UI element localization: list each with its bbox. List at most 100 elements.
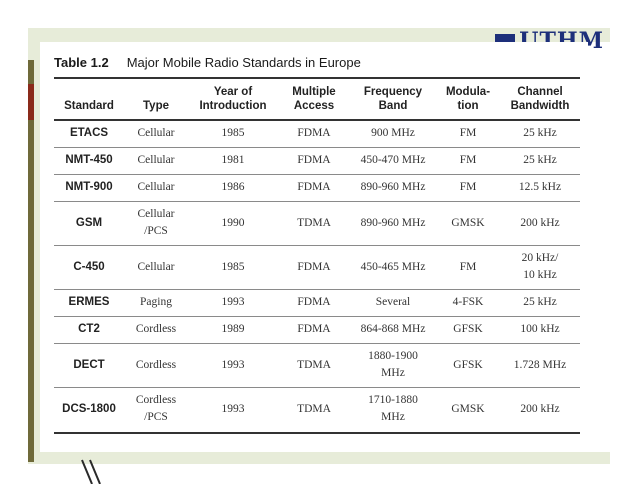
- cell-text: NMT-900: [65, 181, 113, 193]
- cell-text: Cellular: [137, 154, 175, 166]
- column-header-line: Channel: [517, 86, 563, 98]
- cell-type: Cellular: [124, 120, 188, 148]
- cell-text: 1993: [221, 358, 245, 371]
- table-caption: Table 1.2 Major Mobile Radio Standards in…: [54, 55, 574, 70]
- cell-standard: NMT-900: [54, 174, 124, 202]
- cell-multiple-access: FDMA: [278, 120, 350, 148]
- slide-accent-bar: [28, 60, 34, 462]
- cell-text: GMSK: [451, 402, 485, 415]
- table-row: ERMES Paging 1993 FDMA Several 4-FSK 25 kHz: [54, 289, 580, 317]
- cell-text: 20 kHz/ 10 kHz: [521, 252, 559, 281]
- column-header-line: Type: [143, 100, 169, 112]
- cell-channel-bandwidth: 100 kHz: [500, 316, 580, 344]
- cell-frequency-band: 1880-1900 MHz: [350, 343, 436, 388]
- cell-text: FDMA: [297, 127, 331, 140]
- table-number: Table 1.2: [54, 55, 109, 70]
- cell-standard: ERMES: [54, 289, 124, 317]
- cell-multiple-access: TDMA: [278, 387, 350, 431]
- cell-type: Cellular: [124, 174, 188, 202]
- cell-text: 1985: [221, 260, 245, 273]
- cell-text: Cordless: [135, 323, 177, 335]
- cell-frequency-band: 900 MHz: [350, 120, 436, 148]
- column-header-line: Bandwidth: [510, 100, 570, 112]
- cell-text: Cellular: [137, 181, 175, 193]
- cell-text: GFSK: [453, 323, 483, 335]
- column-header-line: Year of: [213, 86, 253, 98]
- decorative-strokes: [81, 459, 101, 484]
- table-bottom-rule: [54, 432, 580, 434]
- cell-channel-bandwidth: 25 kHz: [500, 147, 580, 175]
- cell-text: DCS-1800: [62, 402, 116, 415]
- column-header-modulation: Modula-tion: [436, 79, 500, 121]
- table-row: ETACS Cellular 1985 FDMA 900 MHz FM 25 kHz: [54, 120, 580, 148]
- cell-standard: DECT: [54, 343, 124, 388]
- column-header-line: Standard: [64, 100, 114, 112]
- cell-text: 1993: [221, 296, 245, 308]
- cell-year: 1981: [188, 147, 278, 175]
- slide-accent-mark: [28, 84, 34, 120]
- cell-multiple-access: TDMA: [278, 201, 350, 246]
- cell-text: C-450: [73, 260, 105, 273]
- cell-multiple-access: FDMA: [278, 316, 350, 344]
- cell-multiple-access: FDMA: [278, 147, 350, 175]
- cell-frequency-band: Several: [350, 289, 436, 317]
- cell-text: Cordless: [135, 358, 177, 371]
- cell-text: 1990: [221, 216, 245, 229]
- cell-text: DECT: [73, 358, 105, 371]
- cell-text: 450-465 MHz: [360, 260, 426, 273]
- cell-multiple-access: FDMA: [278, 174, 350, 202]
- cell-text: 1981: [221, 154, 245, 166]
- cell-type: Cordless: [124, 343, 188, 388]
- cell-modulation: 4-FSK: [436, 289, 500, 317]
- cell-channel-bandwidth: 25 kHz: [500, 289, 580, 317]
- cell-standard: ETACS: [54, 120, 124, 148]
- cell-year: 1993: [188, 289, 278, 317]
- cell-channel-bandwidth: 200 kHz: [500, 201, 580, 246]
- column-header-channel-bandwidth: Channel Bandwidth: [500, 79, 580, 121]
- cell-multiple-access: FDMA: [278, 289, 350, 317]
- column-header-year: Year of Introduction: [188, 79, 278, 121]
- cell-text: 4-FSK: [452, 296, 484, 308]
- cell-modulation: GFSK: [436, 316, 500, 344]
- cell-text: FDMA: [297, 296, 331, 308]
- cell-text: FDMA: [297, 181, 331, 193]
- slide-frame-top: [28, 28, 610, 42]
- cell-text: 1993: [221, 402, 245, 415]
- cell-text: 200 kHz: [520, 402, 560, 415]
- cell-text: 12.5 kHz: [518, 181, 562, 193]
- cell-text: TDMA: [297, 216, 331, 229]
- cell-text: FDMA: [297, 260, 331, 273]
- table-title: Major Mobile Radio Standards in Europe: [126, 55, 361, 70]
- cell-text: GSM: [75, 216, 103, 229]
- cell-frequency-band: 450-470 MHz: [350, 147, 436, 175]
- cell-standard: GSM: [54, 201, 124, 246]
- cell-year: 1986: [188, 174, 278, 202]
- cell-text: NMT-450: [65, 154, 113, 166]
- table-row: CT2 Cordless 1989 FDMA 864-868 MHz GFSK 100 kH…: [54, 316, 580, 344]
- cell-frequency-band: 890-960 MHz: [350, 201, 436, 246]
- column-header-line: Band: [378, 100, 408, 112]
- cell-text: GFSK: [453, 358, 483, 371]
- cell-modulation: GFSK: [436, 343, 500, 388]
- column-header-frequency-band: Frequency Band: [350, 79, 436, 121]
- table-header-row: Standard Type Year of Introduction Multiple…: [54, 79, 580, 121]
- cell-year: 1985: [188, 245, 278, 290]
- cell-text: FM: [459, 260, 477, 273]
- cell-text: FM: [459, 154, 477, 166]
- cell-text: 450-470 MHz: [360, 154, 426, 166]
- cell-text: GMSK: [451, 216, 485, 229]
- column-header-line: tion: [457, 100, 479, 112]
- column-header-line: Introduction: [199, 100, 267, 112]
- column-header-type: Type: [124, 79, 188, 121]
- column-header-line: [56, 85, 122, 99]
- cell-year: 1989: [188, 316, 278, 344]
- table-top-rule: [54, 77, 580, 79]
- cell-frequency-band: 864-868 MHz: [350, 316, 436, 344]
- cell-type: Cordless /PCS: [124, 387, 188, 431]
- cell-text: ETACS: [69, 127, 109, 140]
- cell-channel-bandwidth: 200 kHz: [500, 387, 580, 431]
- cell-frequency-band: 450-465 MHz: [350, 245, 436, 290]
- cell-text: Cordless /PCS: [135, 394, 177, 424]
- standards-table: Standard Type Year of Introduction Multiple…: [54, 79, 580, 431]
- cell-channel-bandwidth: 25 kHz: [500, 120, 580, 148]
